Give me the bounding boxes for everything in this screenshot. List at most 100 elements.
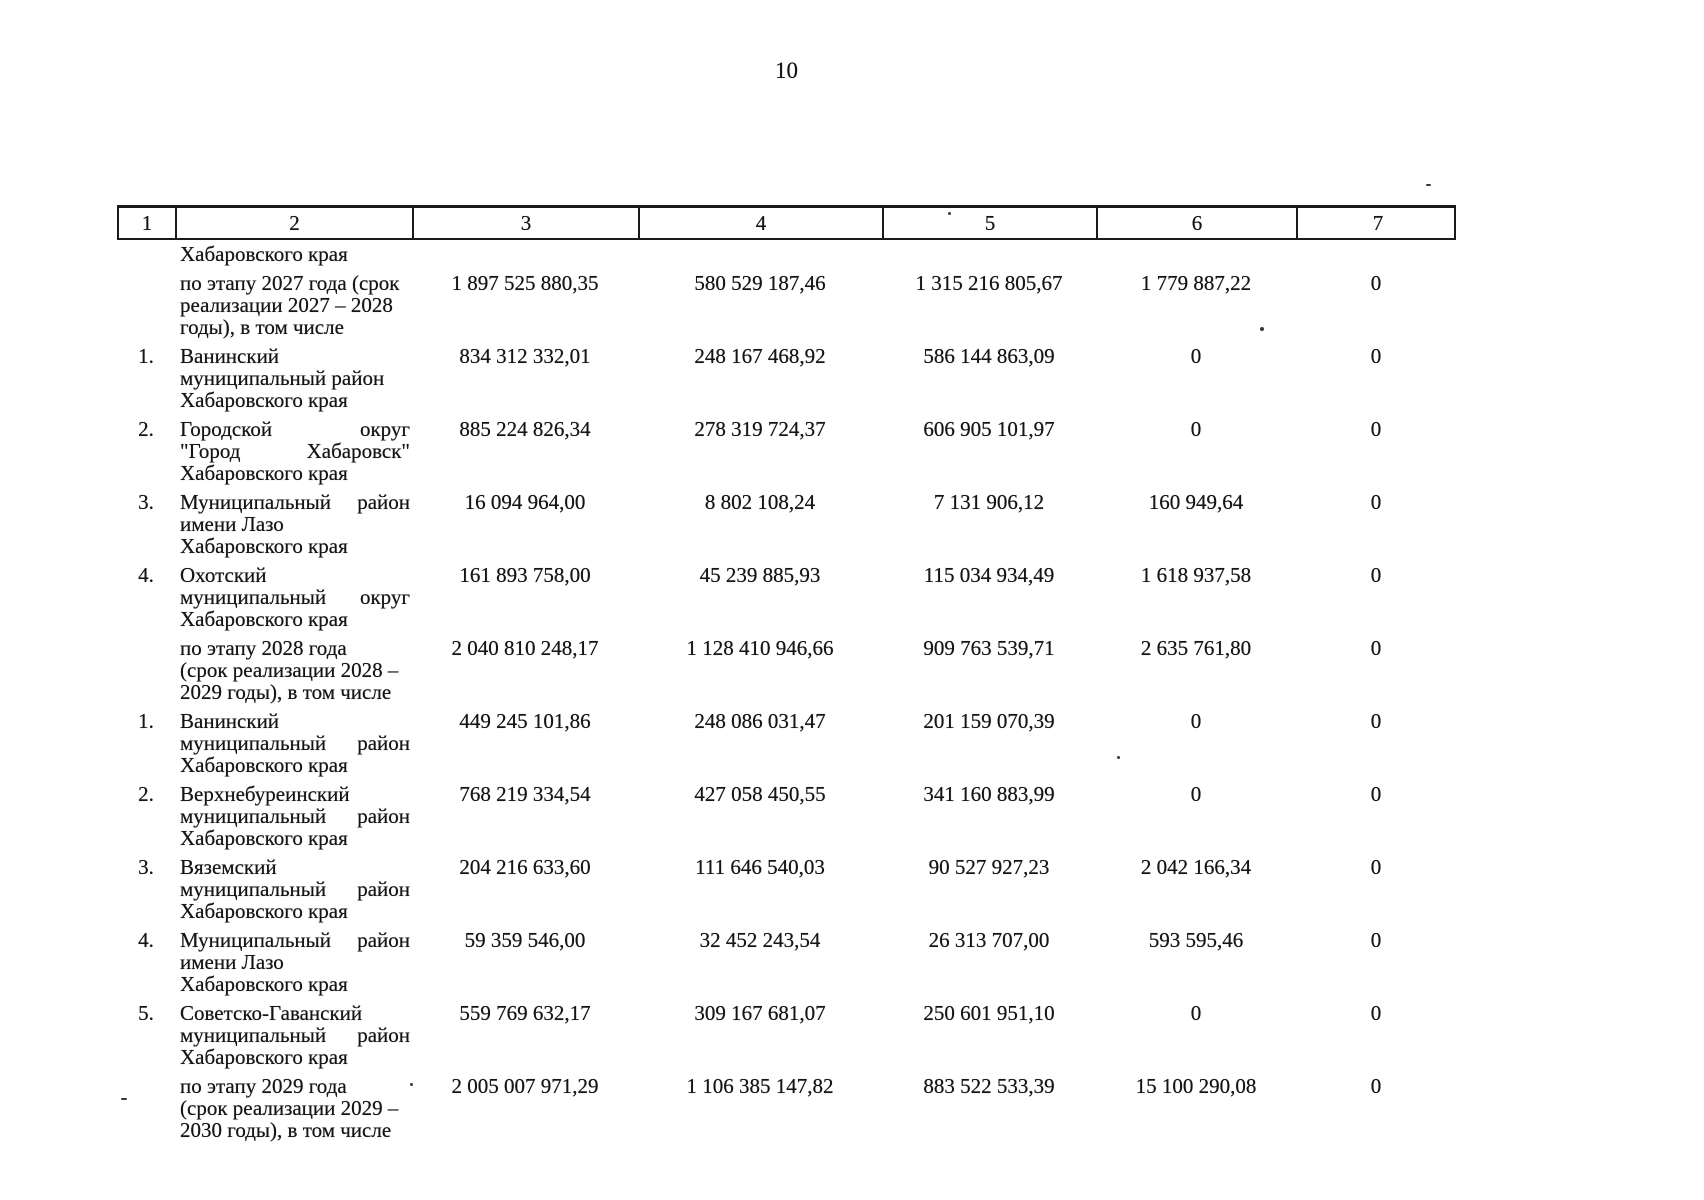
row-name-line: имени Лазо [180,512,284,536]
cell-col7: 0 [1370,782,1382,806]
cell-col3: 885 224 826,34 [459,417,591,441]
table-header-col-4: 4 [640,208,884,238]
row-name-line: Охотский [180,563,267,587]
cell-col4: 8 802 108,24 [704,490,816,514]
cell-col5: 341 160 883,99 [923,782,1055,806]
row-name-line: Хабаровского края [180,1045,348,1069]
table-header-col-2: 2 [177,208,414,238]
cell-col7: 0 [1370,344,1382,368]
row-name: Муниципальный район имени Лазо Хабаровског… [175,491,412,557]
row-name-line: муниципальный район [180,731,410,755]
cell-col7: 0 [1370,709,1382,733]
row-name-line: по этапу 2027 года (срок [180,271,400,295]
cell-col5: 115 034 934,49 [923,563,1055,587]
cell-col3: 834 312 332,01 [459,344,591,368]
row-name-line: 2029 годы), в том числе [180,680,392,704]
row-number: 2. [138,782,154,806]
row-name: Вяземский муниципальный район Хабаровского… [175,856,412,922]
row-name: по этапу 2029 года (срок реализации 2029 … [175,1075,412,1141]
cell-col6: 0 [1190,1001,1202,1025]
cell-col7: 0 [1370,271,1382,295]
cell-col4: 580 529 187,46 [694,271,826,295]
cell-col7: 0 [1370,490,1382,514]
row-name-line: по этапу 2029 года [180,1074,347,1098]
cell-col5: 883 522 533,39 [923,1074,1055,1098]
cell-col6: 15 100 290,08 [1135,1074,1257,1098]
cell-col5: 26 313 707,00 [928,928,1050,952]
row-name-line: Хабаровского края [180,534,348,558]
scan-speck [1260,327,1264,331]
cell-col3: 204 216 633,60 [459,855,591,879]
row-number: 2. [138,417,154,441]
table-row: 3. Муниципальный район имени Лазо Хабаровск… [117,491,1456,557]
row-name-line: муниципальный район [180,877,410,901]
scan-speck [121,1098,127,1100]
row-name-line: Хабаровского края [180,461,348,485]
row-name: Охотский муниципальный округ Хабаровского … [175,564,412,630]
table-header-col-6: 6 [1098,208,1298,238]
cell-col5: 90 527 927,23 [928,855,1050,879]
row-name-line: муниципальный округ [180,585,410,609]
row-name: Городской округ "Город Хабаровск" Хабаровс… [175,418,412,484]
row-name: по этапу 2028 года (срок реализации 2028 … [175,637,412,703]
cell-col7: 0 [1370,417,1382,441]
cell-col4: 45 239 885,93 [699,563,821,587]
row-number: 3. [138,855,154,879]
row-number: 1. [138,344,154,368]
table-header-row: 1 2 3 4 5 6 7 [117,205,1456,240]
table-body: Хабаровского края по этапу 2027 года (сро… [117,240,1456,1141]
cell-col6: 593 595,46 [1148,928,1244,952]
cell-col6: 1 618 937,58 [1140,563,1252,587]
cell-col6: 2 635 761,80 [1140,636,1252,660]
row-name-line: имени Лазо [180,950,284,974]
row-name-line: (срок реализации 2029 – [180,1096,399,1120]
row-name-line: "Город Хабаровск" [180,439,410,463]
cell-col6: 0 [1190,344,1202,368]
cell-col4: 32 452 243,54 [699,928,821,952]
row-name: Ванинский муниципальный район Хабаровского… [175,710,412,776]
cell-col3: 161 893 758,00 [459,563,591,587]
table-header-col-3: 3 [414,208,640,238]
row-name-line: муниципальный район [180,1023,410,1047]
table-row: 1. Ванинский муниципальный район Хабаровско… [117,345,1456,411]
row-name-line: Советско-Гаванский [180,1001,363,1025]
row-name-line: Ванинский [180,709,280,733]
cell-col7: 0 [1370,928,1382,952]
cell-col5: 1 315 216 805,67 [915,271,1063,295]
row-number: 5. [138,1001,154,1025]
row-name-line: муниципальный район [180,804,410,828]
table-row: 5. Советско-Гаванский муниципальный район Х… [117,1002,1456,1068]
scan-speck [410,1083,413,1086]
row-name: Советско-Гаванский муниципальный район Хаб… [175,1002,412,1068]
cell-col6: 1 779 887,22 [1140,271,1252,295]
table-row: 3. Вяземский муниципальный район Хабаровско… [117,856,1456,922]
table-row: 2. Городской округ "Город Хабаровск" Хабаро… [117,418,1456,484]
cell-col7: 0 [1370,1074,1382,1098]
row-name-line: Хабаровского края [180,753,348,777]
row-name-line: (срок реализации 2028 – [180,658,399,682]
row-name-line: по этапу 2028 года [180,636,347,660]
row-name-line: Муниципальный район [180,490,410,514]
row-name: Верхнебуреинский муниципальный район Хабар… [175,783,412,849]
row-name-line: Городской округ [180,417,410,441]
cell-col3: 559 769 632,17 [459,1001,591,1025]
cell-col7: 0 [1370,636,1382,660]
row-number: 4. [138,563,154,587]
row-name-line: Муниципальный район [180,928,410,952]
cell-col3: 449 245 101,86 [459,709,591,733]
cell-col4: 1 106 385 147,82 [686,1074,834,1098]
cell-col3: 1 897 525 880,35 [451,271,599,295]
table-header-col-1: 1 [119,208,177,238]
row-name-line: 2030 годы), в том числе [180,1118,392,1142]
cell-col3: 2 040 810 248,17 [451,636,599,660]
table-header-col-5: 5 [884,208,1098,238]
scan-speck [1117,756,1120,759]
cell-col4: 248 086 031,47 [694,709,826,733]
cell-col7: 0 [1370,563,1382,587]
cell-col3: 768 219 334,54 [459,782,591,806]
cell-col4: 248 167 468,92 [694,344,826,368]
row-name: по этапу 2027 года (срок реализации 2027 … [175,272,412,338]
row-name-line: Хабаровского края [180,388,348,412]
cell-col7: 0 [1370,855,1382,879]
row-name-line: Хабаровского края [180,607,348,631]
